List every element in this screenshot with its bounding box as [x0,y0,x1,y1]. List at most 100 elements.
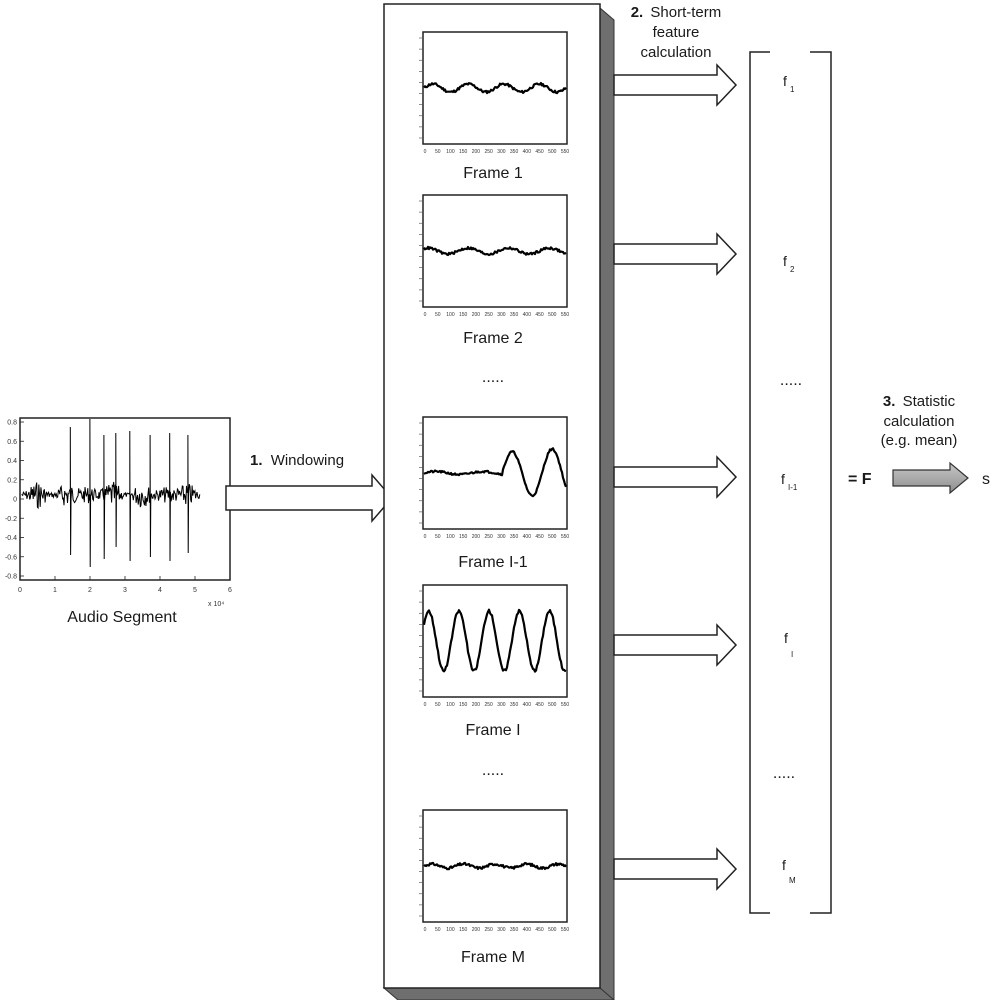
frame-x-tick-label: 550 [561,312,570,318]
frame-plot-frame-1: 0 50 100 150 200 250 300 350 400 450 500 550 [419,31,569,155]
frame-plot-frame-2: 0 50 100 150 200 250 300 350 400 450 500 550 [419,194,570,318]
feature-entry-2: f 2 [783,253,795,274]
frame-x-tick-label: 300 [497,534,506,540]
audio-plot-frame [19,417,231,581]
audio-y-tick-label: 0.2 [7,477,17,484]
feature-arrows [613,63,738,891]
feature-entry-1: f 1 [783,73,795,94]
frame-x-tick-label: 100 [446,702,455,708]
frame-x-tick-label: 250 [484,149,493,155]
frame-x-tick-label: 0 [424,534,427,540]
svg-text:f: f [781,471,785,487]
frame-waveform [423,245,567,257]
frame-plot-frame-m: 0 50 100 150 200 250 300 350 400 450 500 550 [419,809,570,933]
frame-plot-frame-i-minus-1: 0 50 100 150 200 250 300 350 400 450 500 550 [419,416,570,540]
audio-x-tick-label: 1 [53,587,57,594]
frame-caption-2: Frame 2 [463,330,523,347]
frame-x-tick-label: 300 [497,927,506,933]
frame-x-tick-label: 300 [497,312,506,318]
windowing-label: 1. Windowing [250,452,344,469]
frame-caption-i-minus-1: Frame I-1 [458,554,527,571]
frame-x-tick-label: 350 [510,149,519,155]
frame-x-tick-label: 150 [459,702,468,708]
audio-x-tick-label: 4 [158,587,162,594]
audio-y-tick-label: 0.8 [7,420,17,427]
equals-f-label: = F [848,471,872,488]
bracket-right [810,51,832,914]
feature-step-label-line3: calculation [641,44,712,61]
frame-x-tick-label: 550 [561,927,570,933]
feature-arrow-i [613,623,738,667]
frame-x-tick-label: 0 [424,927,427,933]
audio-segment-plot: 0.8 0.6 0.4 0.2 0 -0.2 -0.4 -0.6 -0.8 0 1 2 3 4 5 6 x … [5,417,232,626]
audio-y-tick-label: 0.6 [7,439,17,446]
frame-caption-i: Frame I [465,722,520,739]
frame-plot-box [422,584,568,698]
frame-x-tick-label: 0 [424,149,427,155]
feature-arrow-2 [613,232,738,276]
svg-text:f: f [783,253,787,269]
audio-y-tick-label: -0.4 [5,535,17,542]
frame-x-tick-label: 550 [561,534,570,540]
frame-plot-box [422,809,568,923]
svg-text:1: 1 [790,85,795,94]
frame-x-tick-label: 50 [435,927,441,933]
audio-y-tick-label: 0 [13,497,17,504]
panel-bottom-shade [382,987,615,1000]
frame-x-tick-label: 150 [459,534,468,540]
frame-x-tick-label: 150 [459,312,468,318]
statistic-step-label-line2: calculation [884,413,955,430]
frame-x-tick-label: 300 [497,149,506,155]
feature-vector-bracket [749,51,832,914]
feature-ellipsis-upper: ..... [780,372,802,389]
frame-caption-m: Frame M [461,949,525,966]
windowing-arrow [225,472,393,524]
frame-x-tick-label: 50 [435,149,441,155]
feature-arrow-1 [613,63,738,107]
frame-x-tick-label: 50 [435,534,441,540]
frame-x-tick-label: 450 [535,927,544,933]
frame-x-tick-label: 500 [548,312,557,318]
audio-segment-caption: Audio Segment [67,609,177,626]
frame-x-tick-label: 50 [435,702,441,708]
frame-ellipsis-upper: ..... [482,369,504,386]
audio-x-tick-label: 6 [228,587,232,594]
frame-caption-1: Frame 1 [463,165,523,182]
frame-ellipsis-lower: ..... [482,762,504,779]
frame-x-tick-label: 350 [510,534,519,540]
frame-x-tick-label: 400 [523,927,532,933]
feature-step-label-line2: feature [653,24,700,41]
panel-side-shade [599,6,615,1000]
svg-text:f: f [782,857,786,873]
frame-waveform [422,608,567,673]
output-s-label: s [982,471,990,488]
frame-x-tick-label: 350 [510,702,519,708]
frame-x-tick-label: 100 [446,312,455,318]
frame-x-tick-label: 150 [459,149,468,155]
frame-x-tick-label: 250 [484,312,493,318]
frame-x-tick-label: 0 [424,312,427,318]
frame-x-tick-label: 400 [523,149,532,155]
frame-x-tick-label: 300 [497,702,506,708]
feature-step-label-line1: 2. Short-term [631,4,722,21]
frame-waveform [423,861,567,871]
statistic-step-label-line3: (e.g. mean) [881,432,958,449]
frame-x-tick-label: 250 [484,534,493,540]
feature-arrow-m [613,847,738,891]
frame-x-tick-label: 200 [472,702,481,708]
frame-x-tick-label: 100 [446,149,455,155]
svg-text:I: I [791,650,793,659]
frame-waveform [423,447,568,498]
feature-entry-i-minus-1: f I-1 [781,471,798,492]
frame-x-tick-label: 250 [484,702,493,708]
frame-x-tick-label: 200 [472,534,481,540]
frame-x-tick-label: 500 [548,149,557,155]
frame-x-tick-label: 350 [510,927,519,933]
feature-ellipsis-lower: ..... [773,765,795,782]
feature-entry-i: f I [784,630,793,659]
svg-text:I-1: I-1 [788,483,798,492]
frame-x-tick-label: 500 [548,534,557,540]
frame-x-tick-label: 200 [472,927,481,933]
frame-x-tick-label: 100 [446,534,455,540]
